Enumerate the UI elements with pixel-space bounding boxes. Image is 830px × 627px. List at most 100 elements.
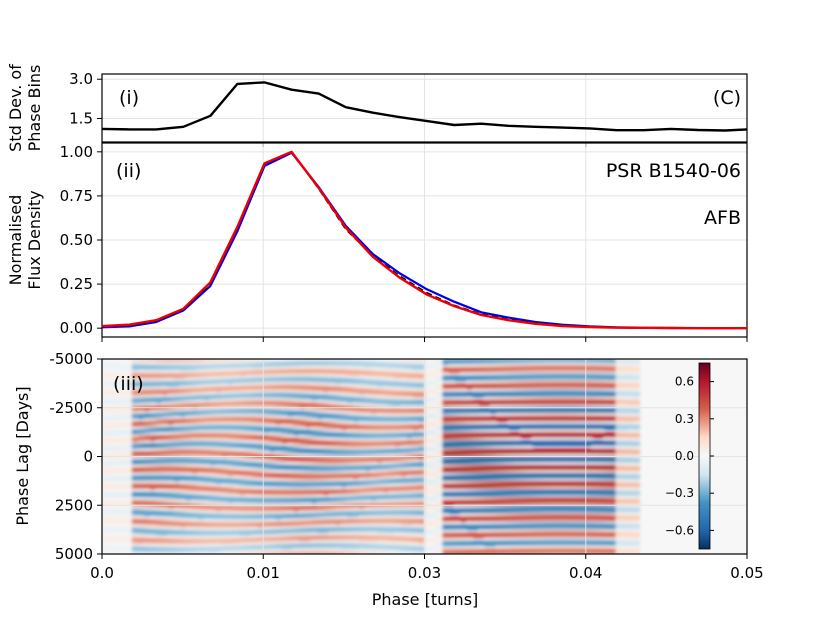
heatmap-cell — [192, 470, 199, 473]
heatmap-cell — [108, 478, 115, 481]
heatmap-cell — [347, 513, 354, 516]
y-tick-label: 0.75 — [60, 187, 93, 205]
heatmap-cell — [323, 389, 330, 392]
heatmap-cell — [413, 427, 420, 430]
heatmap-cell — [472, 394, 479, 397]
heatmap-cell — [114, 494, 121, 497]
heatmap-cell — [389, 402, 396, 405]
heatmap-cell — [353, 373, 360, 376]
heatmap-cell — [425, 392, 432, 395]
heatmap-cell — [520, 435, 527, 438]
heatmap-cell — [425, 432, 432, 435]
heatmap-cell — [126, 462, 133, 465]
heatmap-cell — [180, 375, 187, 378]
heatmap-cell — [114, 432, 121, 435]
heatmap-cell — [377, 530, 384, 533]
heatmap-cell — [102, 367, 109, 370]
heatmap-cell — [120, 478, 127, 481]
heatmap-cell — [347, 400, 354, 403]
heatmap-cell — [436, 519, 443, 522]
heatmap-cell — [454, 511, 461, 514]
heatmap-cell — [269, 448, 276, 451]
heatmap-cell — [120, 494, 127, 497]
heatmap-cell — [263, 429, 270, 432]
heatmap-cell — [126, 494, 133, 497]
heatmap-cell — [186, 367, 193, 370]
heatmap-cell — [215, 389, 222, 392]
heatmap-cell — [484, 402, 491, 405]
heatmap-cell — [126, 478, 133, 481]
heatmap-cell — [490, 410, 497, 413]
heatmap-cell — [168, 421, 175, 424]
heatmap-cell — [436, 527, 443, 530]
heatmap-cell — [347, 546, 354, 549]
heatmap-cell — [126, 367, 133, 370]
heatmap-cell — [108, 540, 115, 543]
heatmap-cell — [126, 424, 133, 427]
heatmap-cell — [454, 378, 461, 381]
heatmap-cell — [227, 381, 234, 384]
heatmap-cell — [430, 416, 437, 419]
heatmap-cell — [472, 535, 479, 538]
heatmap-cell — [413, 367, 420, 370]
heatmap-cell — [430, 540, 437, 543]
heatmap-cell — [430, 432, 437, 435]
heatmap-cell — [371, 497, 378, 500]
heatmap-cell — [108, 448, 115, 451]
heatmap-cell — [108, 486, 115, 489]
panel-ii-ylabel-1: Normalised — [6, 195, 25, 286]
panel-ii-ylabel-2: Flux Density — [25, 190, 44, 289]
heatmap-cell — [448, 370, 455, 373]
heatmap-cell — [305, 424, 312, 427]
heatmap-cell — [275, 421, 282, 424]
heatmap-cell — [293, 508, 300, 511]
heatmap-cell — [174, 478, 181, 481]
heatmap-cell — [215, 549, 222, 552]
heatmap-cell — [425, 400, 432, 403]
heatmap-cell — [198, 516, 205, 519]
panel-ii-label: (ii) — [116, 160, 141, 182]
heatmap-cell — [180, 413, 187, 416]
heatmap-cell — [156, 400, 163, 403]
heatmap-cell — [335, 381, 342, 384]
heatmap-cell — [174, 383, 181, 386]
heatmap-cell — [114, 478, 121, 481]
heatmap-cell — [377, 383, 384, 386]
heatmap-cell — [347, 373, 354, 376]
heatmap-cell — [114, 530, 121, 533]
heatmap-cell — [359, 392, 366, 395]
heatmap-cell — [120, 486, 127, 489]
heatmap-cell — [227, 473, 234, 476]
heatmap-cell — [114, 522, 121, 525]
heatmap-cell — [436, 386, 443, 389]
heatmap-cell — [120, 522, 127, 525]
heatmap-cell — [245, 532, 252, 535]
heatmap-cell — [210, 462, 217, 465]
heatmap-cell — [233, 540, 240, 543]
heatmap-cell — [425, 549, 432, 552]
heatmap-cell — [401, 549, 408, 552]
heatmap-cell — [401, 522, 408, 525]
heatmap-cell — [138, 416, 145, 419]
panel-std-dev: 1.53.0 (i) (C) Std Dev. of Phase Bins — [6, 64, 747, 152]
heatmap-cell — [353, 475, 360, 478]
heatmap-cell — [114, 440, 121, 443]
heatmap-cell — [108, 440, 115, 443]
heatmap-cell — [430, 549, 437, 552]
heatmap-cell — [425, 540, 432, 543]
heatmap-cell — [484, 543, 491, 546]
heatmap-cell — [430, 440, 437, 443]
heatmap-cell — [425, 416, 432, 419]
heatmap-cell — [371, 410, 378, 413]
heatmap-cell — [108, 522, 115, 525]
heatmap-cell — [436, 511, 443, 514]
heatmap-cell — [180, 367, 187, 370]
heatmap-cell — [496, 419, 503, 422]
heatmap-cell — [287, 546, 294, 549]
heatmap-cell — [436, 362, 443, 365]
heatmap-cell — [287, 413, 294, 416]
heatmap-cell — [466, 386, 473, 389]
heatmap-cell — [102, 549, 109, 552]
heatmap-cell — [114, 470, 121, 473]
y-tick-label: 1.5 — [69, 109, 93, 127]
